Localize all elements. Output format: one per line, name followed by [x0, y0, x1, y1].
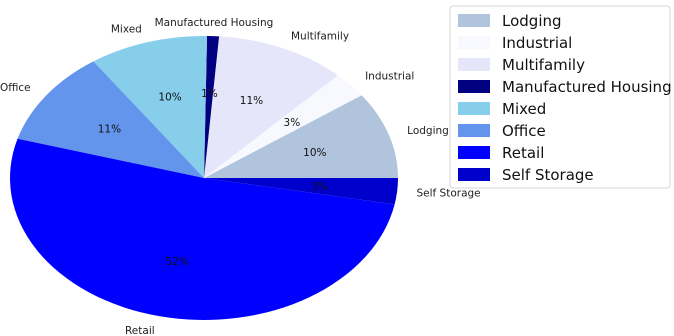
slice-label-retail: Retail	[125, 325, 155, 336]
slice-label-office: Office	[0, 82, 31, 94]
legend-swatch-office	[458, 124, 490, 137]
legend: Lodging Industrial Multifamily Manufactured…	[449, 5, 672, 189]
slice-industrial	[204, 75, 362, 178]
slice-label-industrial: Industrial	[365, 71, 414, 83]
slice-lodging	[204, 95, 398, 178]
legend-swatch-multifamily	[458, 58, 490, 71]
slice-label-multifamily: Multifamily	[291, 30, 349, 42]
legend-swatch-lodging	[458, 14, 490, 27]
legend-label-manufactured-housing: Manufactured Housing	[502, 78, 672, 96]
legend-label-office: Office	[502, 122, 546, 140]
slice-multifamily	[204, 36, 338, 178]
pct-label-industrial: 3%	[284, 117, 301, 129]
pie-labels: 10% Lodging 3% Industrial 11% Multifamily 1% Ma…	[0, 17, 481, 336]
pct-label-retail: 52%	[165, 256, 188, 268]
legend-swatch-retail	[458, 146, 490, 159]
slice-mixed	[93, 36, 208, 178]
slice-self-storage	[204, 178, 398, 205]
slice-label-mixed: Mixed	[111, 24, 142, 36]
slice-label-self-storage: Self Storage	[416, 188, 480, 200]
slice-office	[17, 61, 205, 178]
legend-swatch-mixed	[458, 102, 490, 115]
legend-label-mixed: Mixed	[502, 100, 546, 118]
slice-label-lodging: Lodging	[407, 125, 449, 137]
pct-label-multifamily: 11%	[240, 95, 263, 107]
legend-label-self-storage: Self Storage	[502, 166, 594, 184]
pie-slices	[9, 36, 398, 321]
pct-label-office: 11%	[98, 123, 121, 135]
pct-label-lodging: 10%	[303, 147, 326, 159]
legend-label-lodging: Lodging	[502, 12, 562, 30]
legend-label-industrial: Industrial	[502, 34, 572, 52]
pct-label-manufactured-housing: 1%	[201, 88, 218, 100]
pct-label-mixed: 10%	[158, 91, 181, 103]
slice-label-manufactured-housing: Manufactured Housing	[155, 17, 274, 29]
slice-retail	[9, 138, 395, 321]
legend-label-retail: Retail	[502, 144, 544, 162]
legend-frame	[449, 5, 671, 189]
legend-label-multifamily: Multifamily	[502, 56, 585, 74]
legend-swatch-industrial	[458, 36, 490, 49]
legend-swatch-manufactured-housing	[458, 80, 490, 93]
pct-label-self-storage: 3%	[312, 181, 329, 193]
slice-manufactured-housing	[204, 36, 220, 178]
legend-swatch-self-storage	[458, 168, 490, 181]
